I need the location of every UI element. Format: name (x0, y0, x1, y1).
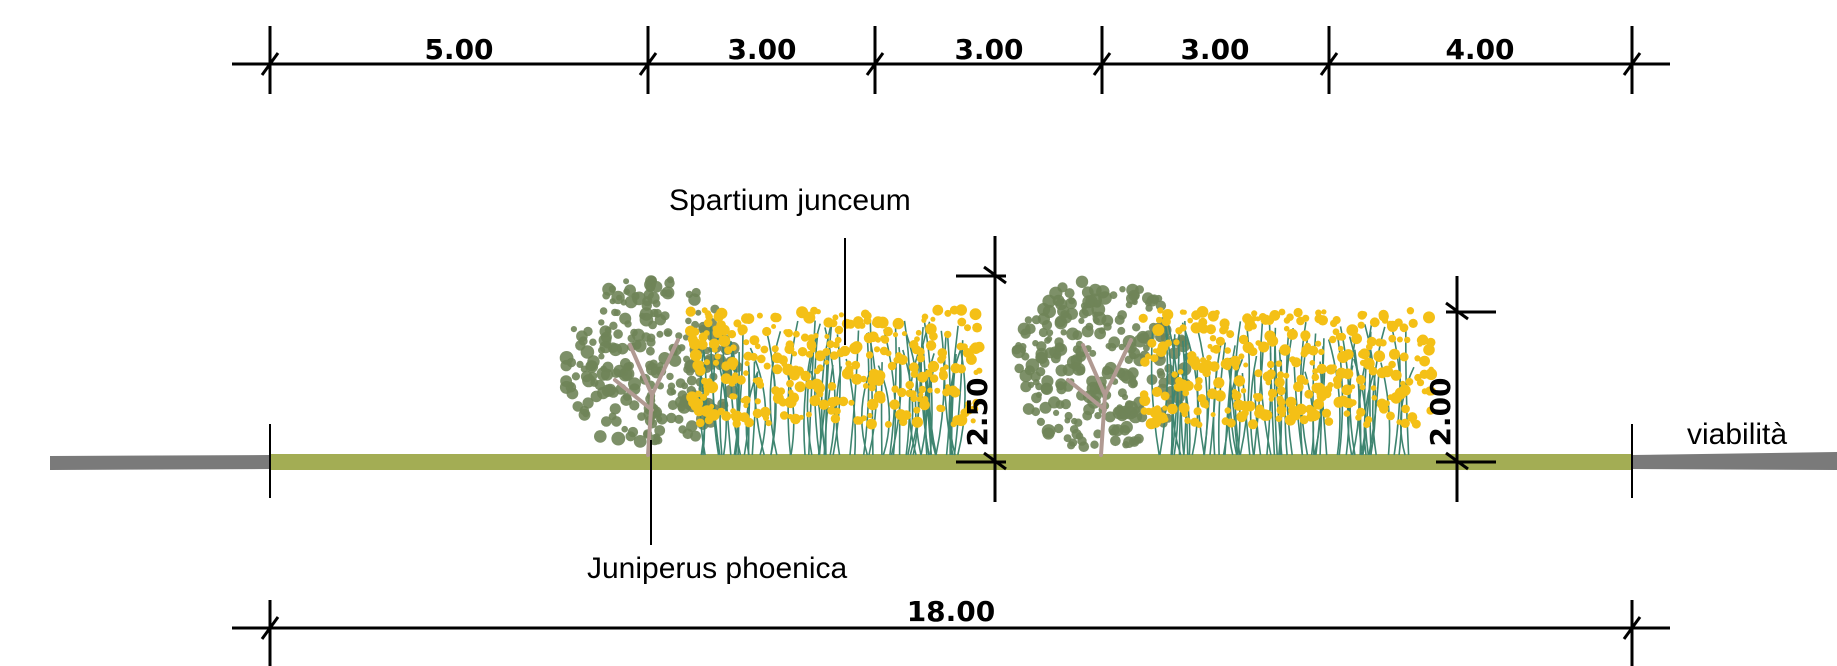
height-dimension-1: 2.50 (956, 236, 1007, 502)
planting-group-2 (1011, 275, 1438, 457)
top-tick-5 (1319, 26, 1339, 94)
top-dimension-2: 3.00 (727, 33, 796, 66)
top-tick-1 (260, 26, 280, 94)
bottom-tick-right (1622, 600, 1642, 666)
planting-strip (270, 454, 1632, 470)
broom-shrubs (685, 304, 985, 456)
top-tick-6 (1622, 26, 1642, 94)
top-dimension-chain: 5.00 3.00 3.00 3.00 4.00 (232, 26, 1670, 94)
top-dimension-4: 3.00 (1180, 33, 1249, 66)
top-dimension-3: 3.00 (954, 33, 1023, 66)
top-tick-2 (638, 26, 658, 94)
height-label-2: 2.00 (1424, 377, 1457, 446)
road-right (1632, 452, 1837, 470)
top-dimension-5: 4.00 (1445, 33, 1514, 66)
top-tick-4 (1092, 26, 1112, 94)
bottom-dimension: 18.00 (232, 595, 1670, 666)
juniperus-label: Juniperus phoenica (587, 552, 848, 585)
bottom-tick-left (260, 600, 280, 666)
total-dimension: 18.00 (907, 595, 996, 628)
height-dimension-2: 2.00 (1424, 276, 1496, 502)
top-dimension-1: 5.00 (424, 33, 493, 66)
height-label-1: 2.50 (961, 377, 994, 446)
road-label: viabilità (1687, 418, 1787, 451)
road-left (50, 455, 270, 470)
spartium-label: Spartium junceum (669, 184, 911, 217)
ground-section (50, 424, 1837, 498)
top-tick-3 (865, 26, 885, 94)
planting-group-1 (559, 275, 985, 457)
broom-shrubs (1138, 306, 1438, 456)
